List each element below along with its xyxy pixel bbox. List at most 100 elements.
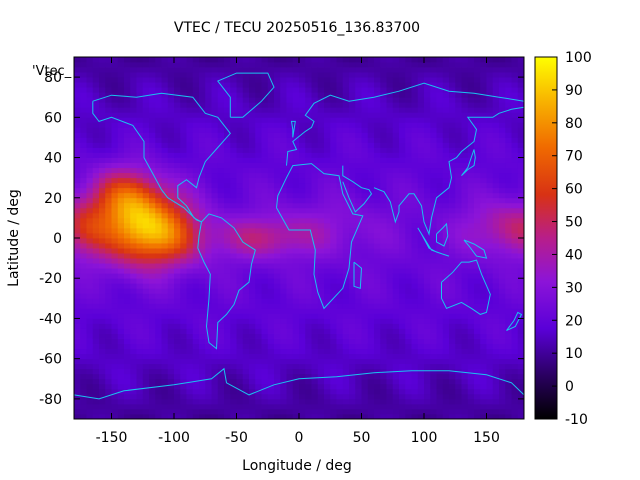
heatmap-cell [199, 343, 206, 350]
heatmap-cell [292, 97, 300, 103]
heatmap-cell [374, 172, 381, 179]
heatmap-cell [292, 142, 300, 148]
heatmap-cell [80, 97, 87, 103]
heatmap-cell [86, 232, 94, 239]
heatmap-cell [436, 383, 444, 390]
heatmap-cell [124, 383, 131, 390]
heatmap-cell [211, 298, 219, 304]
heatmap-cell [92, 182, 100, 189]
heatmap-cell [161, 238, 169, 244]
heatmap-cell [155, 288, 162, 294]
heatmap-cell [124, 117, 131, 123]
heatmap-cell [324, 393, 331, 400]
heatmap-cell [305, 253, 312, 259]
heatmap-cell [461, 253, 469, 259]
heatmap-cell [361, 167, 369, 174]
heatmap-cell [411, 202, 419, 209]
heatmap-cell [355, 278, 362, 284]
heatmap-cell [217, 172, 225, 179]
heatmap-cell [242, 238, 250, 244]
heatmap-cell [130, 172, 137, 179]
heatmap-cell [355, 87, 362, 93]
heatmap-cell [249, 147, 256, 153]
heatmap-cell [124, 278, 131, 284]
heatmap-cell [161, 263, 169, 269]
heatmap-cell [280, 142, 287, 148]
heatmap-cell [405, 283, 412, 289]
heatmap-cell [467, 248, 475, 254]
heatmap-cell [136, 177, 144, 184]
heatmap-cell [205, 117, 212, 123]
heatmap-cell [480, 107, 487, 113]
heatmap-cell [455, 177, 462, 184]
heatmap-cell [242, 127, 250, 133]
heatmap-cell [261, 368, 269, 375]
heatmap-cell [249, 243, 256, 249]
heatmap-cell [386, 398, 394, 405]
heatmap-cell [355, 142, 362, 148]
heatmap-cell [286, 107, 294, 113]
heatmap-cell [261, 227, 269, 234]
heatmap-cell [80, 368, 87, 375]
heatmap-cell [274, 408, 281, 415]
heatmap-cell [292, 283, 300, 289]
heatmap-cell [380, 157, 387, 163]
heatmap-cell [492, 328, 500, 334]
heatmap-cell [299, 72, 306, 78]
heatmap-cell [355, 393, 362, 400]
heatmap-cell [449, 222, 456, 229]
heatmap-cell [380, 303, 387, 309]
heatmap-cell [192, 358, 200, 365]
heatmap-cell [211, 333, 219, 339]
heatmap-cell [499, 408, 506, 415]
heatmap-cell [311, 363, 319, 370]
heatmap-cell [236, 222, 244, 229]
heatmap-cell [92, 348, 100, 355]
heatmap-cell [155, 77, 162, 83]
heatmap-cell [380, 323, 387, 329]
heatmap-cell [105, 227, 112, 234]
heatmap-cell [499, 57, 506, 63]
heatmap-cell [474, 162, 481, 169]
heatmap-cell [255, 232, 262, 239]
heatmap-cell [242, 157, 250, 163]
heatmap-cell [361, 338, 369, 344]
heatmap-cell [155, 127, 162, 133]
heatmap-cell [499, 308, 506, 314]
heatmap-cell [180, 77, 187, 83]
heatmap-cell [505, 298, 512, 304]
heatmap-cell [361, 343, 369, 350]
heatmap-cell [230, 82, 237, 88]
heatmap-cell [80, 308, 87, 314]
heatmap-cell [142, 258, 150, 264]
heatmap-cell [480, 253, 487, 259]
heatmap-cell [167, 197, 175, 204]
heatmap-cell [392, 328, 400, 334]
heatmap-cell [367, 167, 375, 174]
heatmap-cell [299, 97, 306, 103]
heatmap-cell [442, 338, 450, 344]
heatmap-cell [317, 172, 325, 179]
heatmap-cell [392, 413, 400, 420]
heatmap-cell [480, 258, 487, 264]
heatmap-cell [367, 182, 375, 189]
heatmap-cell [161, 393, 169, 400]
heatmap-cell [292, 363, 300, 370]
heatmap-cell [411, 112, 419, 118]
heatmap-cell [99, 353, 106, 360]
heatmap-cell [342, 263, 350, 269]
heatmap-cell [267, 388, 275, 395]
heatmap-cell [249, 107, 256, 113]
heatmap-cell [230, 263, 237, 269]
heatmap-cell [117, 238, 125, 244]
heatmap-cell [486, 378, 494, 385]
heatmap-cell [236, 167, 244, 174]
heatmap-cell [249, 318, 256, 324]
heatmap-cell [330, 177, 337, 184]
heatmap-cell [174, 378, 181, 385]
heatmap-cell [149, 182, 156, 189]
heatmap-cell [180, 328, 187, 334]
heatmap-cell [186, 112, 194, 118]
heatmap-cell [361, 152, 369, 158]
heatmap-cell [474, 358, 481, 365]
